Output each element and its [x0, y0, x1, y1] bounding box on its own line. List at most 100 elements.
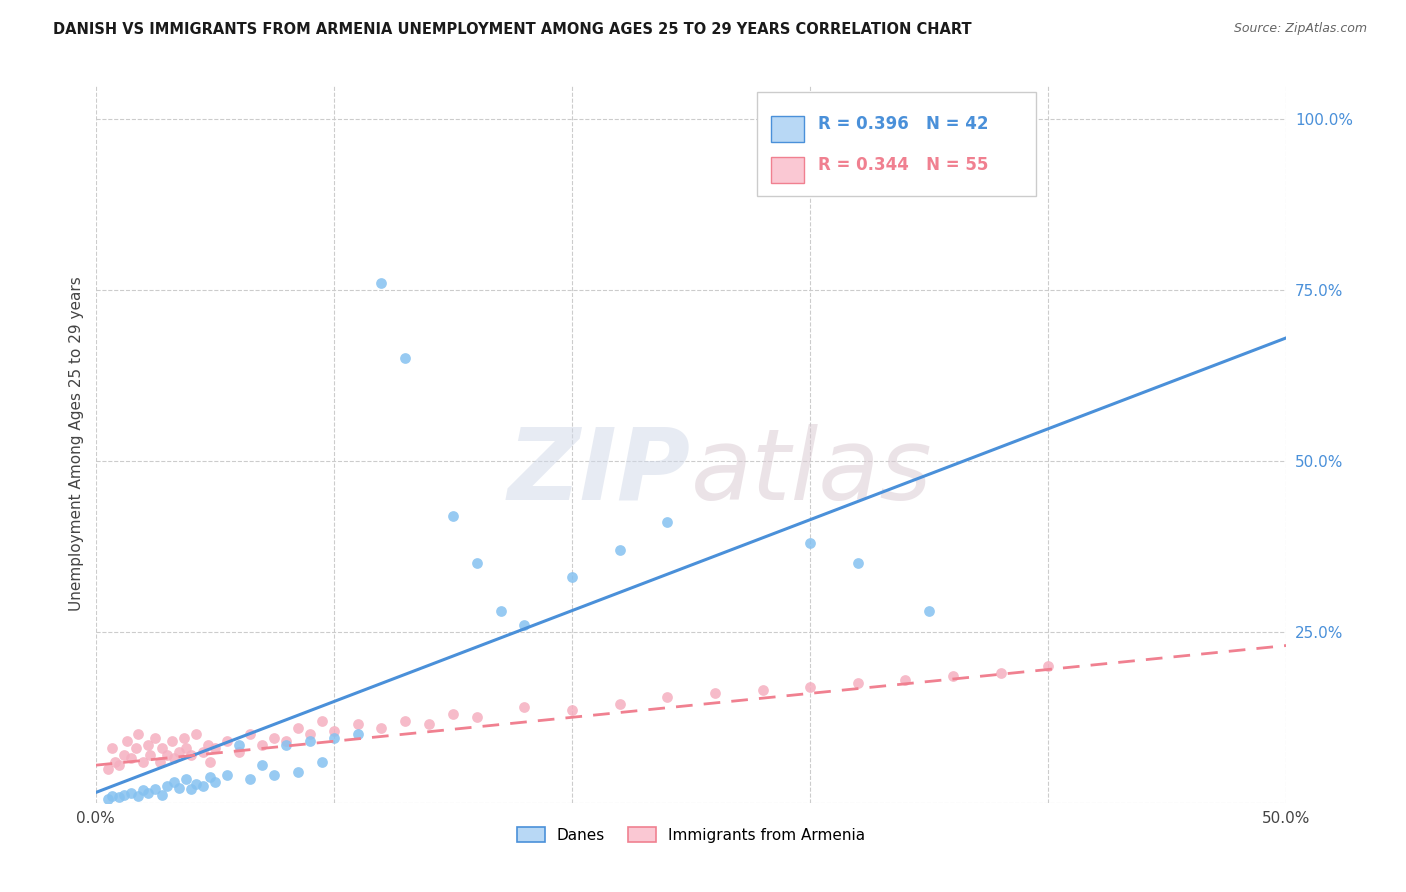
Point — [322, 731, 344, 745]
Point — [184, 727, 207, 741]
Point — [311, 755, 333, 769]
Point — [163, 775, 186, 789]
Point — [101, 789, 124, 803]
Point — [465, 557, 488, 571]
Point — [703, 686, 725, 700]
Point — [180, 782, 202, 797]
Text: R = 0.344   N = 55: R = 0.344 N = 55 — [818, 156, 988, 174]
Point — [287, 721, 309, 735]
Point — [204, 775, 226, 789]
Point — [609, 697, 631, 711]
Point — [150, 741, 173, 756]
Point — [215, 734, 238, 748]
Point — [322, 724, 344, 739]
Point — [156, 779, 179, 793]
Point — [174, 741, 197, 756]
Point — [167, 780, 190, 795]
Text: R = 0.396   N = 42: R = 0.396 N = 42 — [818, 115, 988, 133]
Point — [918, 604, 941, 618]
Point — [108, 790, 131, 805]
FancyBboxPatch shape — [756, 92, 1036, 196]
Point — [150, 788, 173, 802]
Text: ZIP: ZIP — [508, 424, 692, 521]
Point — [394, 351, 416, 366]
Point — [120, 751, 142, 765]
Point — [228, 744, 250, 758]
Text: atlas: atlas — [692, 424, 932, 521]
Point — [561, 570, 583, 584]
Point — [112, 747, 135, 762]
Point — [198, 755, 221, 769]
Point — [136, 738, 159, 752]
Point — [132, 755, 155, 769]
Point — [127, 727, 149, 741]
Point — [394, 714, 416, 728]
Point — [799, 680, 821, 694]
Point — [239, 727, 262, 741]
Point — [143, 782, 166, 797]
Point — [346, 717, 368, 731]
Text: DANISH VS IMMIGRANTS FROM ARMENIA UNEMPLOYMENT AMONG AGES 25 TO 29 YEARS CORRELA: DANISH VS IMMIGRANTS FROM ARMENIA UNEMPL… — [53, 22, 972, 37]
Point — [104, 755, 127, 769]
Point — [215, 768, 238, 782]
Point — [160, 734, 183, 748]
Point — [561, 703, 583, 717]
Point — [115, 734, 138, 748]
Point — [799, 536, 821, 550]
Point — [96, 762, 118, 776]
Point — [657, 516, 679, 530]
Point — [370, 721, 392, 735]
Point — [513, 700, 536, 714]
Point — [108, 758, 131, 772]
Point — [149, 755, 172, 769]
Point — [441, 508, 464, 523]
Point — [252, 758, 274, 772]
Point — [228, 738, 250, 752]
Point — [298, 727, 321, 741]
Point — [311, 714, 333, 728]
Point — [163, 751, 186, 765]
Point — [990, 665, 1012, 680]
Point — [298, 734, 321, 748]
Point — [894, 673, 917, 687]
Point — [125, 741, 148, 756]
Point — [513, 618, 536, 632]
Point — [942, 669, 965, 683]
Point — [101, 741, 124, 756]
Point — [370, 276, 392, 290]
Point — [252, 738, 274, 752]
Point — [191, 744, 214, 758]
Point — [184, 777, 207, 791]
Point — [276, 738, 298, 752]
Point — [276, 734, 298, 748]
Point — [143, 731, 166, 745]
Point — [96, 792, 118, 806]
Point — [846, 676, 869, 690]
Point — [263, 768, 285, 782]
Point — [191, 779, 214, 793]
Point — [197, 738, 219, 752]
Point — [657, 690, 679, 704]
Point — [180, 747, 202, 762]
FancyBboxPatch shape — [770, 157, 804, 183]
Text: Source: ZipAtlas.com: Source: ZipAtlas.com — [1233, 22, 1367, 36]
Point — [346, 727, 368, 741]
Point — [198, 770, 221, 784]
Legend: Danes, Immigrants from Armenia: Danes, Immigrants from Armenia — [510, 822, 872, 849]
Point — [263, 731, 285, 745]
Point — [465, 710, 488, 724]
Point — [1038, 659, 1060, 673]
Point — [127, 789, 149, 803]
Point — [112, 788, 135, 802]
Point — [609, 542, 631, 557]
Point — [156, 747, 179, 762]
Point — [136, 786, 159, 800]
Point — [174, 772, 197, 786]
Point — [167, 744, 190, 758]
Point — [418, 717, 440, 731]
Point — [846, 557, 869, 571]
FancyBboxPatch shape — [770, 116, 804, 142]
Point — [489, 604, 512, 618]
Point — [120, 786, 142, 800]
Point — [132, 783, 155, 797]
